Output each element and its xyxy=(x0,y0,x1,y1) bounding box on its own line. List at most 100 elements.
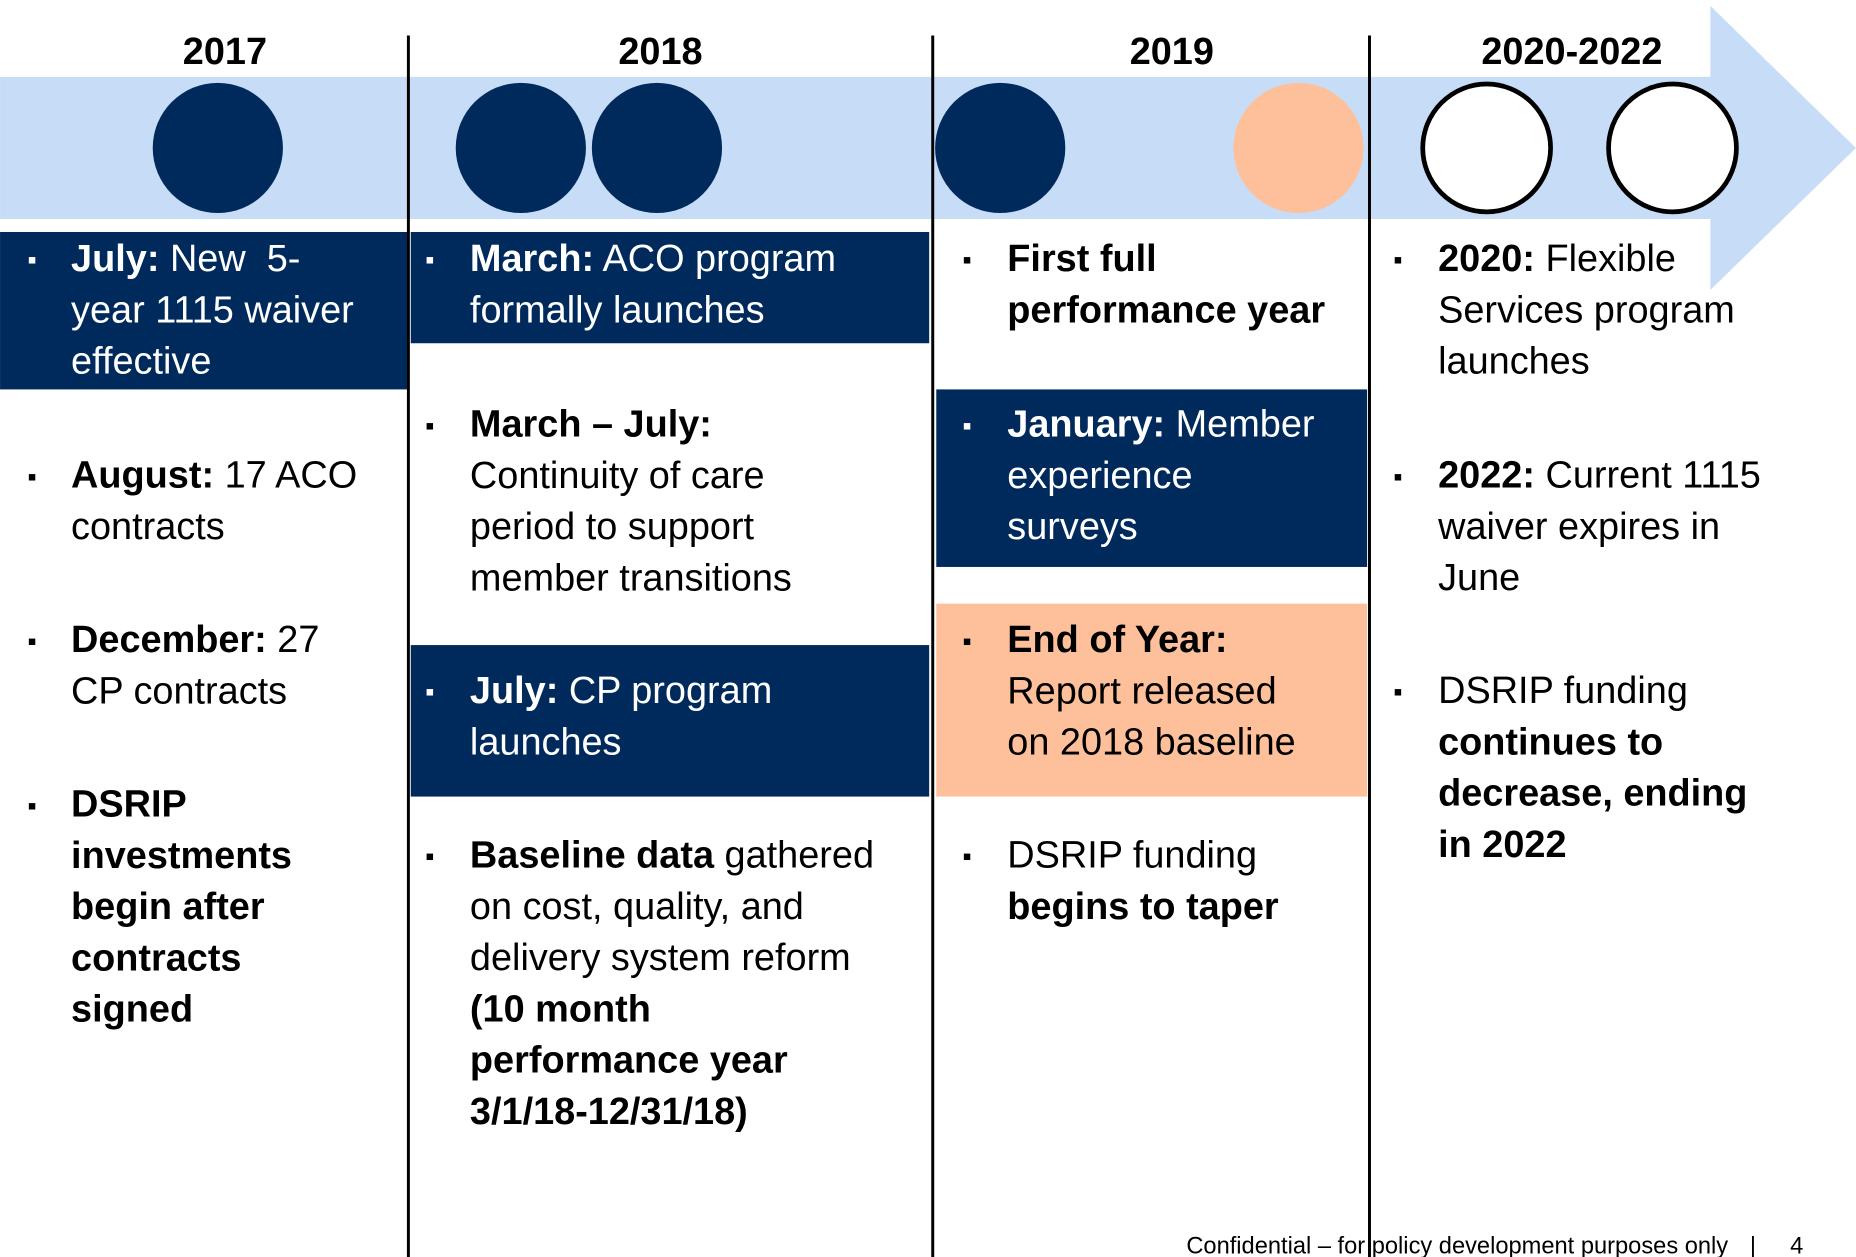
highlight-box xyxy=(410,645,930,797)
item-line: December: 27 xyxy=(71,619,319,661)
item-line: (10 month xyxy=(470,988,651,1030)
bold-text: July: xyxy=(71,238,159,280)
bold-text: (10 month xyxy=(470,988,651,1030)
item-line: on cost, quality, and xyxy=(470,886,804,928)
bold-text: March: xyxy=(470,238,594,280)
year-label: 2019 xyxy=(1130,31,1214,73)
milestone xyxy=(152,82,283,214)
item-line: June xyxy=(1438,557,1520,599)
item-line: First full xyxy=(1007,238,1156,280)
item-line: formally launches xyxy=(470,289,765,331)
text-run: DSRIP funding xyxy=(1007,835,1257,877)
bullet: ▪ xyxy=(27,790,36,820)
text-run: waiver expires in xyxy=(1437,506,1720,548)
text-run: ACO program xyxy=(594,238,836,280)
text-run: on 2018 baseline xyxy=(1007,722,1295,764)
bullet: ▪ xyxy=(1393,461,1402,491)
text-run: launches xyxy=(470,721,622,763)
bullet: ▪ xyxy=(962,410,971,440)
text-run: on cost, quality, and xyxy=(470,886,804,928)
bold-text: continues to xyxy=(1438,721,1663,763)
item-line: waiver expires in xyxy=(1437,506,1720,548)
item-line: Baseline data gathered xyxy=(470,835,874,877)
item-line: performance year xyxy=(1007,289,1325,331)
item-line: 2022: Current 1115 xyxy=(1438,455,1761,497)
item-line: DSRIP funding xyxy=(1438,670,1688,712)
text-run: 27 xyxy=(267,619,320,661)
bold-text: Baseline data xyxy=(470,835,715,877)
bullet: ▪ xyxy=(1393,677,1402,707)
bullet: ▪ xyxy=(962,245,971,275)
item-line: member transitions xyxy=(470,558,792,600)
item-line: period to support xyxy=(470,506,755,548)
item-line: CP contracts xyxy=(71,670,287,712)
bold-text: DSRIP xyxy=(71,784,187,826)
bold-text: December: xyxy=(71,619,267,661)
bold-text: begins to taper xyxy=(1007,886,1279,928)
item-line: performance year xyxy=(470,1040,788,1082)
item-line: surveys xyxy=(1007,506,1137,548)
item-line: continues to xyxy=(1438,721,1663,763)
item-line: July: New 5- xyxy=(71,238,300,280)
bold-text: performance year xyxy=(470,1040,788,1082)
item-line: begin after xyxy=(71,886,265,928)
item-line: begins to taper xyxy=(1007,886,1279,928)
item-line: contracts xyxy=(71,506,225,548)
bold-text: investments xyxy=(71,835,292,877)
item-line: delivery system reform xyxy=(470,937,851,979)
bold-text: End of Year: xyxy=(1007,619,1227,661)
bold-text: begin after xyxy=(71,886,265,928)
bold-text: First full xyxy=(1007,238,1156,280)
bold-text: 2022: xyxy=(1438,455,1535,497)
highlight-box xyxy=(936,603,1368,797)
item-line: DSRIP funding xyxy=(1007,835,1257,877)
bullet: ▪ xyxy=(962,841,971,871)
text-run: Services program xyxy=(1438,289,1735,331)
bullet: ▪ xyxy=(425,410,434,440)
bold-text: 2020: xyxy=(1438,238,1535,280)
text-run: contracts xyxy=(71,506,225,548)
bold-text: decrease, ending xyxy=(1438,773,1747,815)
text-run: DSRIP funding xyxy=(1438,670,1688,712)
bullet: ▪ xyxy=(27,461,36,491)
item-line: Continuity of care xyxy=(470,455,765,497)
milestone xyxy=(1420,81,1553,215)
bullet: ▪ xyxy=(425,841,434,871)
item-line: launches xyxy=(1438,341,1590,383)
item-line: experience xyxy=(1007,455,1192,497)
item-line: on 2018 baseline xyxy=(1007,722,1295,764)
item-line: March: ACO program xyxy=(470,238,836,280)
year-label: 2020-2022 xyxy=(1481,31,1662,73)
text-run: CP program xyxy=(558,670,772,712)
footer-separator: | xyxy=(1750,1233,1756,1257)
text-run: Continuity of care xyxy=(470,455,765,497)
footer-text: Confidential – for policy development pu… xyxy=(1186,1233,1728,1257)
milestone xyxy=(1233,82,1364,214)
text-run: effective xyxy=(71,341,211,383)
highlight-box xyxy=(0,231,409,390)
text-run: June xyxy=(1438,557,1520,599)
text-run: 17 ACO xyxy=(214,455,357,497)
year-label: 2017 xyxy=(183,31,267,73)
text-run: experience xyxy=(1007,455,1192,497)
item-line: contracts xyxy=(71,937,241,979)
highlight-box xyxy=(936,389,1368,567)
bold-text: in 2022 xyxy=(1438,824,1566,866)
bullet: ▪ xyxy=(425,677,434,707)
text-run: delivery system reform xyxy=(470,937,851,979)
item-line: launches xyxy=(470,721,622,763)
item-line: August: 17 ACO xyxy=(71,455,357,497)
text-run: member transitions xyxy=(470,558,792,600)
year-label: 2018 xyxy=(618,31,702,73)
bold-text: July: xyxy=(470,670,558,712)
bold-text: contracts xyxy=(71,937,241,979)
text-run: gathered xyxy=(714,835,874,877)
item-line: DSRIP xyxy=(71,784,187,826)
text-run: period to support xyxy=(470,506,755,548)
text-run: formally launches xyxy=(470,289,765,331)
item-line: year 1115 waiver xyxy=(71,289,354,331)
item-line: July: CP program xyxy=(470,670,772,712)
text-run: surveys xyxy=(1007,506,1137,548)
bold-text: signed xyxy=(71,989,193,1031)
